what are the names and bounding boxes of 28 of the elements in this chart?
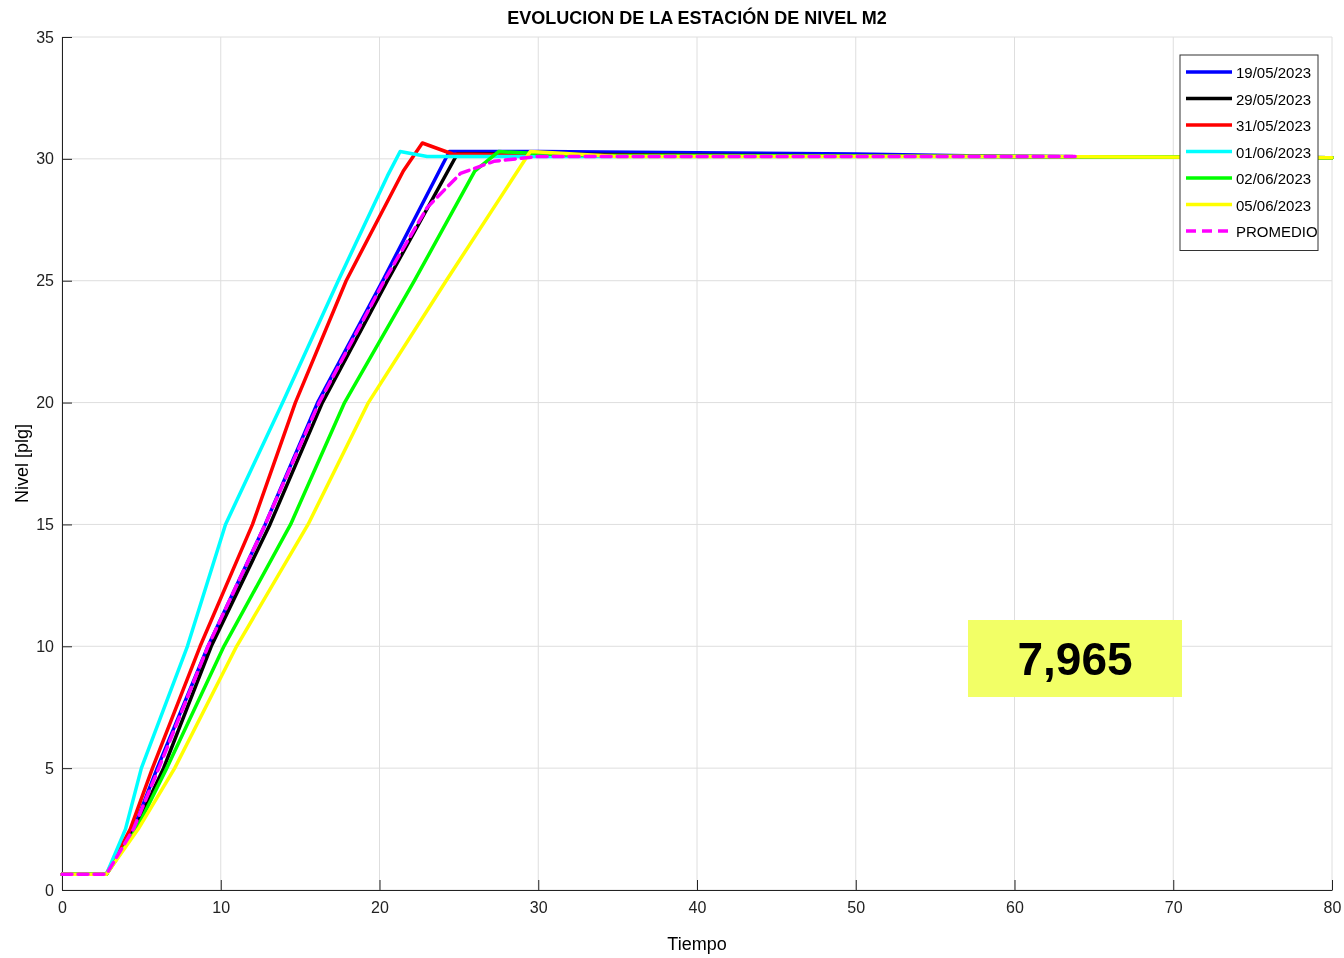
x-tick-label: 20 [371,899,389,917]
y-tick-label: 30 [36,150,55,168]
legend-label: 19/05/2023 [1236,64,1312,81]
legend-label: 29/05/2023 [1236,90,1312,108]
x-tick-label: 50 [847,899,866,917]
x-tick-label: 60 [1006,899,1024,917]
chart-title: EVOLUCION DE LA ESTACIÓN DE NIVEL M2 [507,7,887,28]
y-tick-label: 10 [36,637,55,655]
y-axis-title: Nivel [plg] [12,423,32,504]
x-tick-label: 30 [529,899,548,917]
x-tick-label: 40 [688,899,707,917]
legend-label: PROMEDIO [1236,223,1318,240]
annotation: 7,965 [1017,633,1133,685]
y-tick-label: 20 [36,394,55,412]
legend-label: 05/06/2023 [1236,196,1312,214]
y-tick-label: 5 [45,759,55,777]
legend-label: 02/06/2023 [1236,170,1312,187]
x-tick-label: 0 [58,899,68,917]
x-tick-label: 80 [1323,899,1342,917]
y-tick-label: 0 [45,881,55,899]
x-axis-title: Tiempo [667,934,727,954]
y-tick-label: 25 [36,272,55,290]
y-tick-label: 35 [36,28,55,46]
legend-label: 31/05/2023 [1236,117,1312,134]
legend-label: 01/06/2023 [1236,143,1312,161]
y-tick-label: 15 [36,516,55,534]
x-tick-label: 10 [212,899,231,917]
x-tick-label: 70 [1164,899,1183,917]
